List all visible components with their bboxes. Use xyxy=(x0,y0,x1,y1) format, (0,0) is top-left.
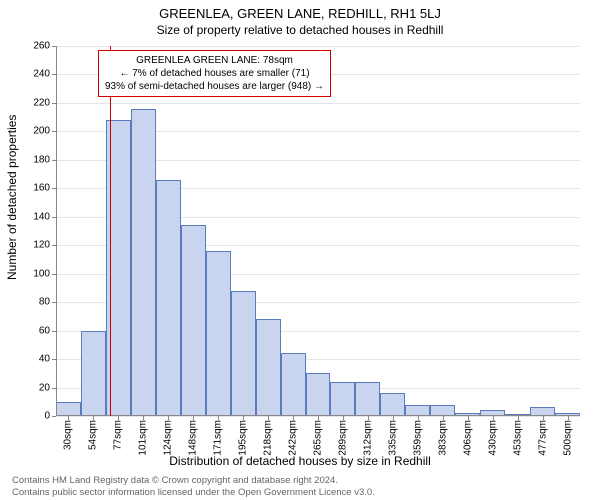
histogram-bar xyxy=(281,353,306,416)
histogram-bar xyxy=(355,382,380,416)
y-tick-label: 100 xyxy=(33,268,50,279)
x-tick-mark xyxy=(168,416,169,420)
histogram-bar xyxy=(380,393,405,416)
histogram-bar xyxy=(131,109,156,416)
y-axis-line xyxy=(56,46,57,416)
x-tick-label: 312sqm xyxy=(362,420,373,456)
y-tick-mark xyxy=(52,416,56,417)
gridline xyxy=(56,103,580,104)
x-axis-line xyxy=(56,415,580,416)
gridline xyxy=(56,46,580,47)
y-tick-label: 0 xyxy=(44,411,50,422)
histogram-bar xyxy=(231,291,256,416)
x-tick-label: 406sqm xyxy=(462,420,473,456)
histogram-bar xyxy=(330,382,355,416)
chart-title-line1: GREENLEA, GREEN LANE, REDHILL, RH1 5LJ xyxy=(0,0,600,21)
x-tick-label: 30sqm xyxy=(63,420,74,450)
x-axis-label: Distribution of detached houses by size … xyxy=(0,454,600,468)
x-tick-label: 218sqm xyxy=(263,420,274,456)
x-tick-label: 430sqm xyxy=(487,420,498,456)
y-tick-label: 240 xyxy=(33,69,50,80)
x-tick-mark xyxy=(143,416,144,420)
y-tick-label: 60 xyxy=(39,325,50,336)
y-tick-label: 200 xyxy=(33,126,50,137)
chart-container: GREENLEA, GREEN LANE, REDHILL, RH1 5LJ S… xyxy=(0,0,600,500)
x-tick-label: 477sqm xyxy=(537,420,548,456)
histogram-bar xyxy=(206,251,231,416)
y-tick-label: 40 xyxy=(39,354,50,365)
x-tick-mark xyxy=(443,416,444,420)
x-tick-label: 171sqm xyxy=(213,420,224,456)
annotation-box: GREENLEA GREEN LANE: 78sqm← 7% of detach… xyxy=(98,50,331,97)
x-tick-mark xyxy=(93,416,94,420)
plot-area: 02040608010012014016018020022024026030sq… xyxy=(56,46,580,416)
y-tick-label: 120 xyxy=(33,240,50,251)
y-axis-label: Number of detached properties xyxy=(5,115,19,280)
x-tick-label: 124sqm xyxy=(163,420,174,456)
x-tick-mark xyxy=(118,416,119,420)
x-tick-label: 335sqm xyxy=(387,420,398,456)
x-tick-label: 359sqm xyxy=(412,420,423,456)
histogram-bar xyxy=(181,225,206,416)
annotation-line3: 93% of semi-detached houses are larger (… xyxy=(105,80,324,93)
credits-line2: Contains public sector information licen… xyxy=(12,487,375,498)
x-tick-label: 101sqm xyxy=(138,420,149,456)
y-tick-label: 180 xyxy=(33,154,50,165)
x-tick-label: 242sqm xyxy=(288,420,299,456)
x-tick-mark xyxy=(243,416,244,420)
credits-line1: Contains HM Land Registry data © Crown c… xyxy=(12,475,375,486)
y-tick-label: 20 xyxy=(39,382,50,393)
histogram-bar xyxy=(81,331,106,416)
y-tick-label: 80 xyxy=(39,297,50,308)
x-tick-mark xyxy=(568,416,569,420)
x-tick-label: 453sqm xyxy=(512,420,523,456)
x-tick-mark xyxy=(293,416,294,420)
x-tick-label: 383sqm xyxy=(437,420,448,456)
property-marker-line xyxy=(110,46,111,416)
x-tick-mark xyxy=(393,416,394,420)
y-tick-label: 220 xyxy=(33,97,50,108)
x-tick-mark xyxy=(193,416,194,420)
annotation-line1: GREENLEA GREEN LANE: 78sqm xyxy=(105,54,324,67)
x-tick-label: 77sqm xyxy=(113,420,124,450)
chart-title-line2: Size of property relative to detached ho… xyxy=(0,21,600,37)
x-tick-label: 265sqm xyxy=(313,420,324,456)
histogram-bar xyxy=(56,402,81,416)
x-tick-mark xyxy=(368,416,369,420)
histogram-bar xyxy=(156,180,181,416)
x-tick-label: 148sqm xyxy=(188,420,199,456)
x-tick-mark xyxy=(468,416,469,420)
y-tick-label: 140 xyxy=(33,211,50,222)
x-tick-mark xyxy=(68,416,69,420)
y-tick-label: 160 xyxy=(33,183,50,194)
histogram-bar xyxy=(306,373,331,416)
x-tick-label: 54sqm xyxy=(88,420,99,450)
x-tick-mark xyxy=(318,416,319,420)
x-tick-label: 500sqm xyxy=(562,420,573,456)
x-tick-mark xyxy=(218,416,219,420)
x-tick-mark xyxy=(493,416,494,420)
x-tick-label: 289sqm xyxy=(337,420,348,456)
annotation-line2: ← 7% of detached houses are smaller (71) xyxy=(105,67,324,80)
credits-block: Contains HM Land Registry data © Crown c… xyxy=(12,475,375,498)
x-tick-mark xyxy=(518,416,519,420)
x-tick-label: 195sqm xyxy=(238,420,249,456)
x-tick-mark xyxy=(418,416,419,420)
x-tick-mark xyxy=(268,416,269,420)
histogram-bar xyxy=(256,319,281,416)
y-tick-label: 260 xyxy=(33,41,50,52)
x-tick-mark xyxy=(543,416,544,420)
x-tick-mark xyxy=(343,416,344,420)
